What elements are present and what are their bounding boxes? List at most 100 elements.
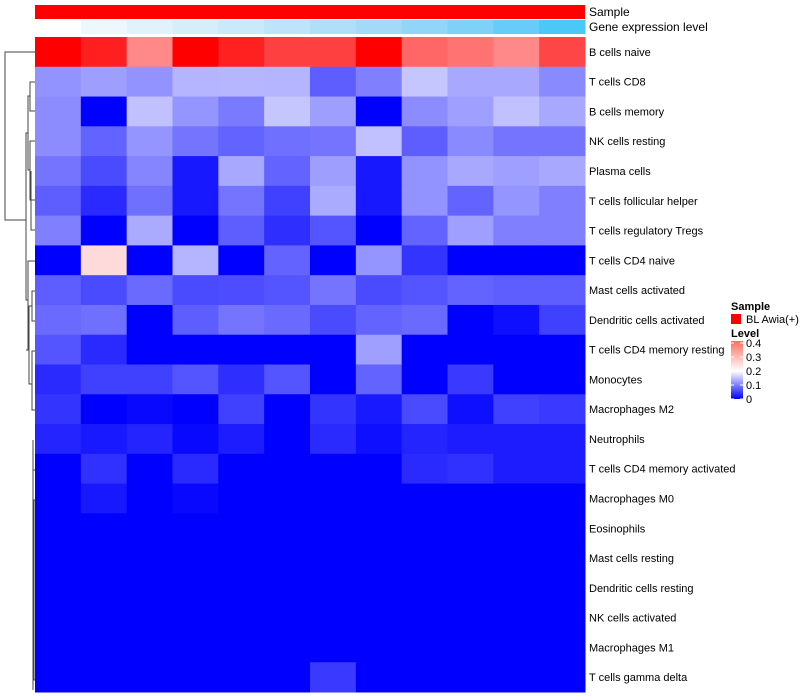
dendrogram-branch [31,290,35,322]
heatmap-cell [539,572,586,604]
legend-tick-label: 0.2 [746,366,761,378]
heatmap-cell [539,245,586,276]
heatmap-cell [264,602,311,633]
heatmap-cell [172,156,219,187]
heatmap-cell [401,364,448,395]
row-label: Neutrophils [589,434,645,446]
heatmap-cell [401,304,448,336]
heatmap-cell [218,453,265,485]
heatmap-cell [310,334,357,365]
heatmap-cell [401,572,448,604]
heatmap-cell [80,572,128,604]
heatmap-cell [126,602,173,633]
heatmap-cell [264,215,311,246]
heatmap-cell [493,126,540,157]
heatmap-cell [447,215,494,246]
heatmap-cell [172,275,219,306]
heatmap-cell [172,572,219,604]
heatmap-cell [355,245,403,276]
heatmap-cell [539,632,586,663]
heatmap-cell [447,245,494,276]
heatmap-cell [493,275,540,306]
dendrogram-branch [25,132,28,301]
heatmap-cell [35,37,82,68]
dendrogram-branch [26,260,35,351]
heatmap-cell [80,334,128,365]
heatmap-cell [401,424,448,455]
heatmap-cell [401,453,448,485]
heatmap-cell [35,364,82,395]
heatmap-cell [401,662,448,693]
heatmap-cell [401,66,448,98]
gene-expression-annotation-cell [310,20,357,34]
gene-expression-annotation-label: Gene expression level [589,20,708,34]
heatmap-cell [126,126,173,157]
heatmap-cell [126,215,173,246]
heatmap-cell [264,66,311,98]
heatmap-cell [80,662,128,693]
legend-sample-entry: BL Awia(+) [746,314,799,326]
heatmap-cell [493,215,540,246]
heatmap-cell [172,126,219,157]
heatmap-cell [264,126,311,157]
legend-sample-title: Sample [731,301,770,313]
heatmap-cell [355,96,403,127]
dendrogram-branch [31,350,35,411]
heatmap-cell [126,364,173,395]
heatmap-cell [447,304,494,336]
row-label: B cells naive [589,47,651,59]
heatmap-cell [218,662,265,693]
heatmap-cells [35,37,586,693]
heatmap-cell [35,543,82,574]
dendrogram-branch [29,140,35,201]
heatmap-cell [218,424,265,455]
heatmap-cell [126,185,173,217]
heatmap-cell [264,156,311,187]
heatmap-cell [172,483,219,514]
heatmap-cell [493,513,540,544]
heatmap-cell [355,334,403,365]
row-label: Plasma cells [589,166,651,178]
heatmap-cell [35,483,82,514]
heatmap-cell [218,156,265,187]
heatmap-cell [401,245,448,276]
dendrogram-branch [30,171,35,231]
heatmap-cell [355,632,403,663]
dendrogram-branch [29,81,35,112]
legend-tick-label: 0.4 [746,338,761,350]
heatmap-cell [35,156,82,187]
heatmap-cell [401,632,448,663]
heatmap-cell [493,96,540,127]
row-label: T cells follicular helper [589,196,698,208]
heatmap-cell [264,37,311,68]
heatmap-cell [493,662,540,693]
heatmap-cell [310,483,357,514]
heatmap-cell [493,334,540,365]
heatmap-cell [355,394,403,425]
heatmap-cell [355,453,403,485]
heatmap-cell [401,96,448,127]
heatmap-cell [310,245,357,276]
heatmap-cell [126,513,173,544]
heatmap-cell [355,37,403,68]
heatmap-cell [539,304,586,336]
heatmap-cell [35,275,82,306]
row-label: T cells CD4 memory resting [589,345,725,357]
heatmap-cell [310,215,357,246]
heatmap-cell [218,364,265,395]
heatmap-cell [401,275,448,306]
heatmap-cell [35,602,82,633]
heatmap-cell [310,602,357,633]
heatmap-cell [264,275,311,306]
legend-tick-label: 0.3 [746,352,761,364]
heatmap-cell [35,424,82,455]
heatmap-cell [218,513,265,544]
heatmap-cell [493,632,540,663]
heatmap-cell [172,66,219,98]
heatmap-cell [264,513,311,544]
heatmap-cell [493,483,540,514]
heatmap-cell [447,275,494,306]
heatmap-cell [310,662,357,693]
heatmap-cell [172,543,219,574]
